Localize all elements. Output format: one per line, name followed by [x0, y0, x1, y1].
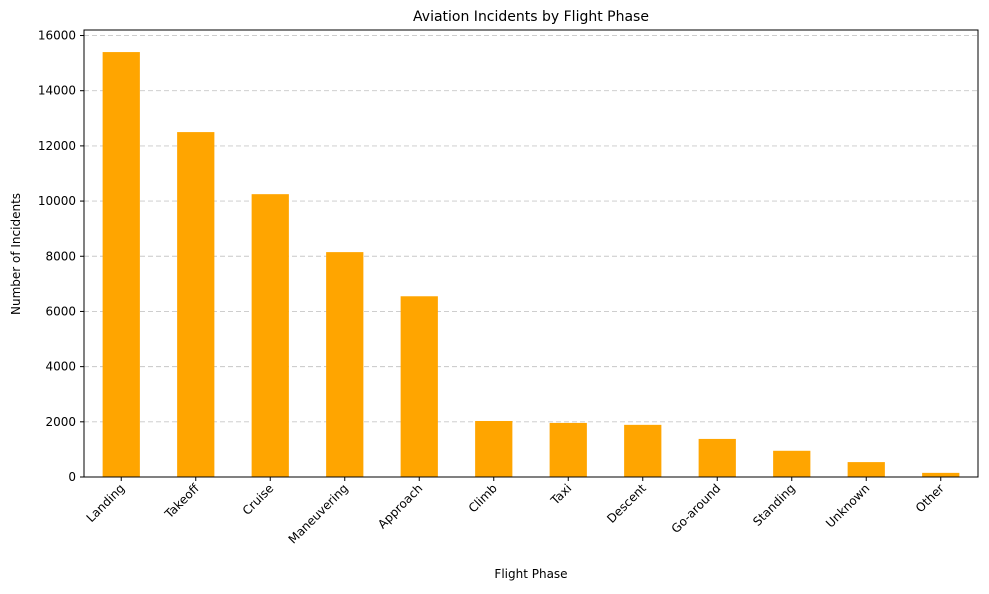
bar-taxi — [549, 422, 587, 477]
x-tick-label: Landing — [84, 481, 128, 525]
x-axis-ticks: Landing Takeoff Cruise Maneuvering Approach C… — [84, 477, 947, 546]
bar-landing — [102, 52, 140, 478]
bar-takeoff — [177, 132, 215, 477]
bar-go-around — [698, 438, 736, 477]
y-tick-label: 0 — [68, 470, 76, 484]
y-tick-label: 6000 — [45, 304, 76, 318]
x-tick-label: Cruise — [240, 481, 277, 518]
x-tick-label: Approach — [375, 481, 425, 531]
x-tick-label: Unknown — [823, 481, 872, 530]
x-tick-label: Other — [913, 481, 947, 515]
chart-title: Aviation Incidents by Flight Phase — [413, 9, 649, 25]
y-tick-label: 4000 — [45, 360, 76, 374]
x-axis-label: Flight Phase — [494, 567, 567, 581]
bar-climb — [475, 420, 513, 477]
x-tick-label: Maneuvering — [286, 481, 351, 546]
y-tick-label: 2000 — [45, 415, 76, 429]
y-tick-label: 16000 — [38, 29, 76, 43]
bar-standing — [773, 450, 811, 477]
y-axis-ticks: 0 2000 4000 6000 8000 10000 12000 14000 16000 — [38, 29, 84, 484]
y-axis-label: Number of Incidents — [9, 193, 23, 315]
bar-cruise — [251, 194, 289, 478]
bar-unknown — [847, 462, 885, 477]
x-tick-label: Climb — [466, 481, 500, 515]
y-tick-label: 12000 — [38, 139, 76, 153]
y-tick-label: 8000 — [45, 249, 76, 263]
x-tick-label: Taxi — [547, 481, 574, 508]
bar-approach — [400, 296, 438, 477]
x-tick-label: Go-around — [669, 481, 724, 536]
x-tick-label: Standing — [750, 481, 798, 529]
plot-frame — [83, 29, 979, 478]
gridlines — [84, 35, 978, 478]
bar-maneuvering — [326, 252, 364, 477]
x-tick-label: Descent — [604, 481, 649, 526]
bars — [102, 52, 960, 478]
x-tick-label: Takeoff — [161, 481, 202, 522]
y-tick-label: 14000 — [38, 84, 76, 98]
bar-descent — [624, 424, 662, 477]
bar-other — [922, 472, 960, 477]
y-tick-label: 10000 — [38, 194, 76, 208]
